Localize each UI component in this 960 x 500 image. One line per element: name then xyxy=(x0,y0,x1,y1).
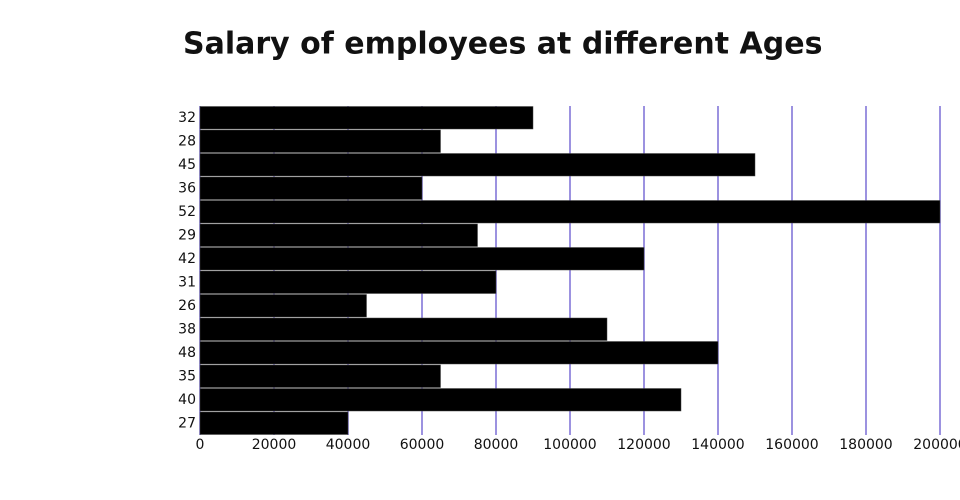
y-tick-label: 36 xyxy=(178,180,196,196)
y-tick-label: 40 xyxy=(178,392,196,408)
x-tick-label: 180000 xyxy=(839,437,892,453)
y-tick-label: 28 xyxy=(178,133,196,149)
y-tick-label: 27 xyxy=(178,415,196,431)
y-tick-label: 42 xyxy=(178,251,196,267)
y-tick-label: 45 xyxy=(178,157,196,173)
bar xyxy=(199,106,534,130)
y-tick-label: 32 xyxy=(178,110,196,126)
bar xyxy=(199,153,756,177)
x-tick-label: 160000 xyxy=(765,437,818,453)
y-tick-label: 48 xyxy=(178,345,196,361)
x-tick-label: 80000 xyxy=(474,437,519,453)
bar xyxy=(199,317,608,341)
x-tick-label: 0 xyxy=(196,437,205,453)
bar xyxy=(199,341,719,365)
bar xyxy=(199,223,478,247)
bar xyxy=(199,176,423,200)
y-tick-label: 38 xyxy=(178,321,196,337)
y-tick-label: 26 xyxy=(178,298,196,314)
bar xyxy=(199,129,441,153)
bar xyxy=(199,270,497,294)
bar xyxy=(199,294,367,318)
x-tick-label: 60000 xyxy=(400,437,445,453)
x-tick-label: 40000 xyxy=(326,437,371,453)
bar xyxy=(199,388,682,412)
x-tick-label: 20000 xyxy=(252,437,297,453)
bar xyxy=(199,364,441,388)
x-tick-label: 100000 xyxy=(543,437,596,453)
y-tick-label: 31 xyxy=(178,274,196,290)
x-tick-label: 140000 xyxy=(691,437,744,453)
y-tick-label: 52 xyxy=(178,204,196,220)
x-tick-label: 200000 xyxy=(913,437,960,453)
bar xyxy=(199,411,349,435)
chart-title: Salary of employees at different Ages xyxy=(183,27,822,62)
x-tick-label: 120000 xyxy=(617,437,670,453)
y-tick-label: 29 xyxy=(178,227,196,243)
bar xyxy=(199,200,941,224)
bar xyxy=(199,247,645,271)
y-tick-label: 35 xyxy=(178,368,196,384)
